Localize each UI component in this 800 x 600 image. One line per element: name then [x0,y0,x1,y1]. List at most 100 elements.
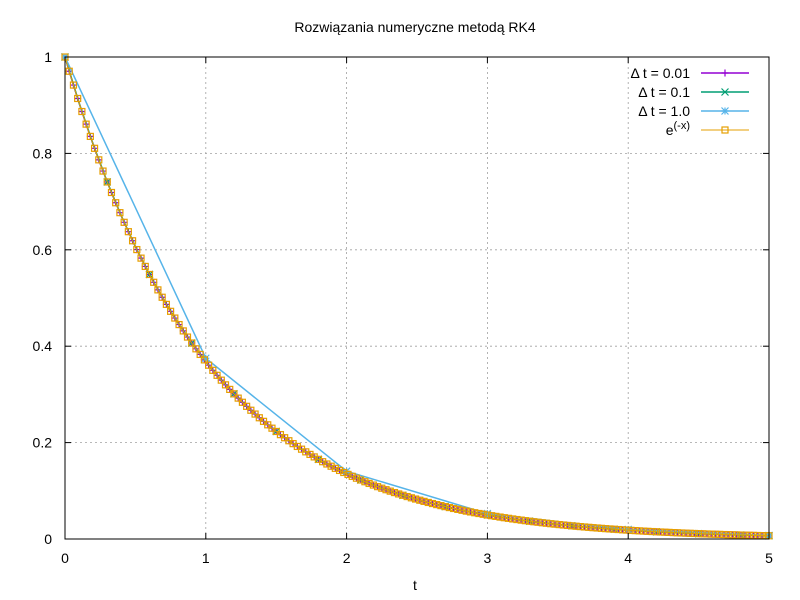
series-point [74,94,82,103]
series-point [65,67,73,75]
legend-label-sup: (-x) [674,120,691,132]
series-point [521,517,530,525]
series-point [112,199,120,207]
legend-marker [721,69,729,77]
series-point [124,228,132,236]
legend-entry: Δ t = 1.0 [638,103,749,119]
series-point [226,385,234,394]
legend-label: Δ t = 1.0 [638,103,690,119]
series-point [82,120,90,128]
series-point [737,531,745,539]
series-point [230,390,238,398]
series-point [500,514,508,522]
series-point [602,525,610,533]
series-point [69,81,78,89]
series-point [690,529,698,538]
series-point [699,530,707,538]
series-point [217,376,225,384]
series-point [547,520,555,528]
series-point [365,479,373,488]
series-point [327,462,335,470]
series-point [382,486,390,494]
legend-label: Δ t = 0.1 [638,84,690,100]
series-point [707,530,715,538]
series-point [644,527,652,535]
legend-label: Δ t = 0.01 [630,65,690,81]
legend-entry: e(-x) [666,120,749,138]
series-point [103,178,111,186]
series-point [175,320,183,329]
series-point [167,307,175,315]
series-point [340,468,348,477]
series-point [234,394,242,402]
series-point [141,262,149,271]
series-point [433,500,441,509]
series-point [247,406,255,414]
series-point [331,464,339,472]
series-point [483,509,492,518]
series-line [64,56,770,537]
series-point [551,520,559,528]
series-point [526,517,534,525]
series-point [420,497,428,505]
series-point [428,499,437,508]
series-line [64,56,770,537]
series-point [733,531,741,539]
series-point [251,410,259,418]
series-point [618,526,627,534]
series-point [606,525,614,533]
series-point [745,531,753,539]
x-tick-label: 4 [624,550,632,566]
legend-entry: Δ t = 0.1 [638,84,749,100]
series-point [335,466,344,475]
series-point [221,381,230,389]
series-point [538,519,546,527]
series-point [665,528,673,536]
x-tick-label: 3 [484,550,492,566]
series-point [576,522,584,531]
y-tick-label: 0.2 [33,435,53,451]
series-point [694,530,703,538]
series-point [475,509,483,518]
series-point [416,496,424,504]
series-point [635,527,644,535]
series-point [488,512,496,520]
series-point [568,522,576,530]
series-point [458,506,466,514]
series-point [623,526,631,534]
series-point [192,345,200,353]
series-point [90,144,99,152]
series-point [209,366,217,374]
series-point [564,521,572,530]
series-point [749,531,758,539]
series-point [183,333,192,341]
series-point [454,505,462,513]
series-point [610,525,618,533]
series-point [386,487,394,495]
series-point [517,516,525,524]
series-point [107,188,116,197]
series-point [78,107,86,116]
series-point [99,167,107,175]
series-point [361,478,369,486]
series-point [530,518,538,526]
series-point [437,502,445,510]
series-point [462,507,470,515]
series-point [504,514,513,522]
series-point [754,531,762,540]
series-point [471,509,479,517]
series-point [686,529,694,537]
series-point [357,476,365,484]
series-point [513,515,521,524]
series-point [399,491,407,499]
series-point [390,488,399,497]
legend-marker [721,107,729,115]
series-point [200,356,208,364]
series-point [205,361,213,369]
series-point [213,371,221,379]
series-point [661,528,669,536]
legend-label: e(-x) [666,120,690,138]
series-point [243,402,251,410]
series-point [238,398,247,406]
